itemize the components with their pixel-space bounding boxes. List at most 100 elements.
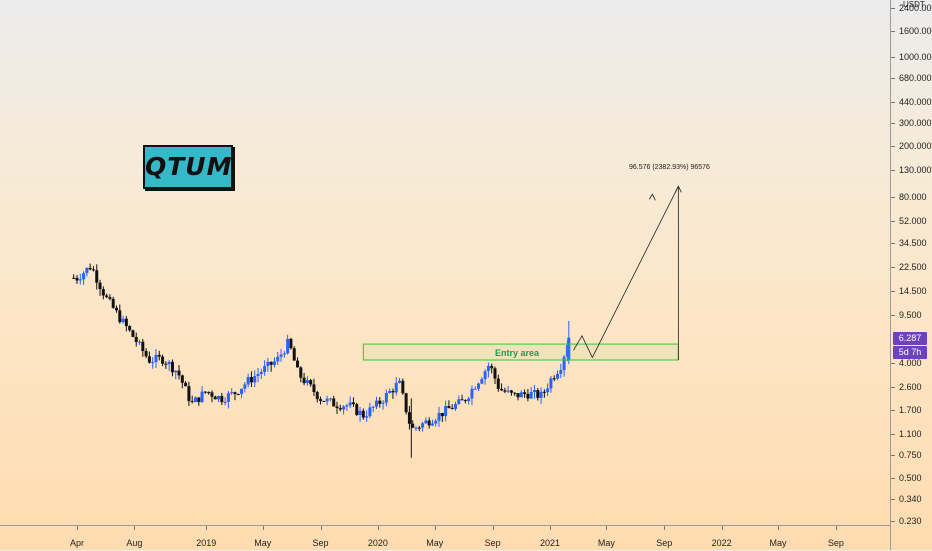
candle-body	[276, 356, 280, 362]
candle-body	[447, 406, 451, 409]
time-tick-label: May	[426, 538, 444, 548]
candle-body	[230, 392, 234, 394]
candle-body	[164, 363, 168, 365]
candle-body	[203, 391, 207, 393]
candle-body	[351, 402, 355, 405]
price-tick-mark	[891, 499, 895, 501]
price-tick-mark	[891, 455, 895, 457]
price-tick-mark	[891, 362, 895, 364]
price-axis[interactable]: USDT 2400.000 1600.000 1000.000 680.000 440.…	[890, 0, 932, 550]
measure-arrowhead	[675, 185, 682, 193]
currency-label: USDT	[903, 0, 925, 9]
price-tick-mark	[891, 314, 895, 316]
candle-body	[95, 270, 99, 283]
candle-body	[299, 367, 303, 378]
time-tick-label: Sep	[312, 538, 329, 548]
price-tick-label: 34.500	[899, 238, 927, 249]
price-tick-mark	[891, 434, 895, 436]
candle-body	[240, 388, 244, 394]
candle-body	[184, 382, 188, 387]
candle-body	[467, 398, 471, 402]
price-tick-mark	[891, 267, 895, 268]
price-tick-label: 14.500	[899, 286, 927, 297]
price-chart[interactable]	[0, 0, 890, 525]
time-tick-label: 2019	[196, 538, 217, 548]
bar-countdown-badge: 5d 7h	[893, 346, 927, 359]
candle-body	[319, 399, 323, 401]
candle-body	[546, 388, 550, 393]
price-tick-mark	[891, 220, 895, 222]
price-tick-label: 1600.000	[899, 25, 932, 36]
current-price-badge: 6.287	[893, 332, 927, 345]
candle-body	[200, 391, 204, 403]
candle-body	[348, 402, 352, 406]
candle-body	[292, 348, 296, 361]
candle-body	[434, 420, 438, 424]
time-tick-label: Aug	[126, 538, 143, 548]
price-tick-mark	[891, 30, 895, 32]
candle-body	[335, 406, 339, 409]
candle-body	[177, 370, 181, 376]
candle-body	[365, 416, 369, 418]
symbol-title-box: QTUM	[143, 145, 233, 189]
candle-body	[259, 372, 263, 375]
candle-body	[197, 397, 201, 403]
candle-body	[121, 318, 125, 323]
candle-body	[493, 368, 497, 379]
time-axis[interactable]: Apr Aug 2019 May Sep 2020 May Sep 2021 May Sep 2022…	[0, 525, 890, 551]
candle-body	[559, 369, 563, 374]
candle-body	[322, 400, 326, 402]
time-tick-mark	[262, 526, 264, 530]
candle-body	[411, 423, 415, 428]
candle-body	[325, 398, 329, 402]
time-tick-mark	[721, 526, 723, 530]
price-tick-mark	[891, 169, 895, 171]
candle-body	[483, 371, 487, 380]
candle-body	[312, 384, 316, 393]
price-tick-label: 9.500	[899, 309, 922, 320]
candle-body	[282, 353, 286, 355]
candle-body	[457, 399, 461, 405]
price-tick-mark	[891, 102, 895, 104]
candle-body	[309, 380, 313, 385]
candle-body	[490, 365, 494, 369]
candle-body	[253, 376, 257, 383]
candle-body	[223, 401, 227, 403]
candle-body	[532, 390, 536, 392]
candle-body	[562, 356, 566, 370]
candle-body	[167, 361, 171, 365]
candle-body	[217, 396, 221, 400]
time-tick-mark	[434, 526, 436, 530]
candle-body	[358, 410, 362, 415]
candle-body	[302, 377, 306, 384]
price-tick-label: 1.100	[899, 429, 922, 440]
candle-body	[375, 400, 379, 407]
candle-body	[213, 396, 217, 400]
price-tick-label: 0.500	[899, 472, 922, 483]
candle-body	[480, 379, 484, 384]
candle-body	[427, 420, 431, 426]
candle-body	[430, 423, 434, 426]
time-tick-label: May	[769, 538, 787, 548]
entry-zone-label: Entry area	[495, 348, 540, 358]
candle-body	[519, 392, 523, 398]
candle-body	[509, 390, 513, 393]
candle-body	[269, 361, 273, 365]
candle-body	[210, 392, 214, 397]
candle-body	[496, 378, 500, 389]
candle-body	[174, 370, 178, 373]
candle-body	[315, 392, 319, 400]
candle-body	[338, 408, 342, 410]
price-tick-label: 2.600	[899, 381, 922, 392]
candle-body	[460, 399, 464, 401]
candle-body	[368, 407, 372, 417]
candle-body	[111, 298, 115, 308]
candle-body	[417, 427, 421, 429]
time-tick-label: 2022	[711, 538, 732, 548]
time-tick-mark	[206, 526, 208, 530]
candle-body	[72, 277, 76, 279]
time-tick-mark	[550, 526, 551, 530]
candle-body	[138, 341, 142, 343]
price-tick-label: 0.340	[899, 494, 922, 505]
candle-body	[101, 289, 105, 296]
